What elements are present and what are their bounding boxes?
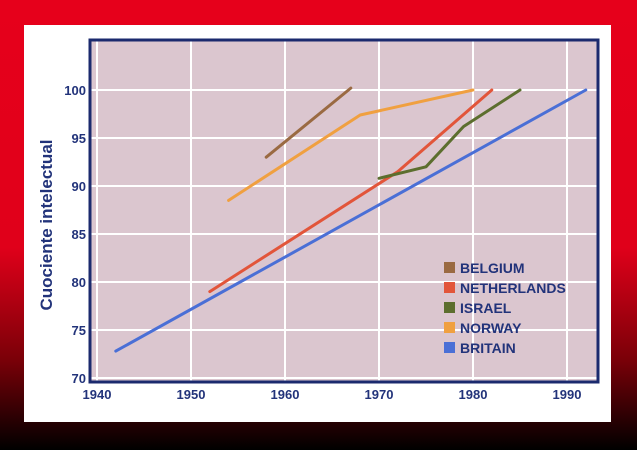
series-line-netherlands [208, 88, 494, 294]
legend-swatch-norway [444, 322, 455, 333]
legend-label-netherlands: NETHERLANDS [460, 280, 566, 296]
y-tick-label: 85 [72, 227, 86, 242]
y-tick-labels: 70 75 80 85 90 95 100 [64, 83, 86, 386]
y-tick-label: 70 [72, 371, 86, 386]
legend-label-britain: BRITAIN [460, 340, 516, 356]
series-lines [114, 86, 588, 353]
x-tick-label: 1990 [553, 387, 582, 402]
y-tick-label: 90 [72, 179, 86, 194]
x-tick-label: 1950 [177, 387, 206, 402]
series-line-norway [227, 88, 475, 202]
series-line-britain [114, 88, 588, 353]
legend-swatch-netherlands [444, 282, 455, 293]
plot-area [90, 40, 598, 382]
x-tick-label: 1960 [271, 387, 300, 402]
y-tick-label: 80 [72, 275, 86, 290]
x-tick-label: 1980 [459, 387, 488, 402]
series-line-belgium [264, 86, 353, 159]
y-tick-label: 75 [72, 323, 86, 338]
legend-label-norway: NORWAY [460, 320, 522, 336]
x-tick-label: 1970 [365, 387, 394, 402]
x-tick-label: 1940 [83, 387, 112, 402]
y-tick-label: 100 [64, 83, 86, 98]
plot-border [88, 38, 600, 384]
chart-frame: 1940 1950 1960 1970 1980 1990 70 75 80 85 90 95 100… [24, 25, 611, 422]
legend-label-belgium: BELGIUM [460, 260, 525, 276]
y-tick-label: 95 [72, 131, 86, 146]
series-line-israel [377, 88, 522, 180]
legend: BELGIUM NETHERLANDS ISRAEL NORWAY BRITAIN [444, 260, 566, 356]
legend-swatch-israel [444, 302, 455, 313]
y-axis-label: Cuociente intelectual [37, 140, 56, 311]
x-tick-labels: 1940 1950 1960 1970 1980 1990 [83, 387, 582, 402]
legend-swatch-britain [444, 342, 455, 353]
iq-line-chart: 1940 1950 1960 1970 1980 1990 70 75 80 85 90 95 100… [37, 38, 600, 402]
legend-label-israel: ISRAEL [460, 300, 512, 316]
grid-lines [90, 40, 598, 382]
legend-swatch-belgium [444, 262, 455, 273]
